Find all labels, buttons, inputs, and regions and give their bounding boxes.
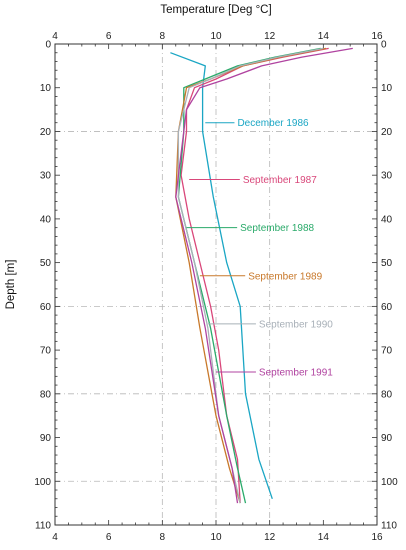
x-tick-label-top: 10 — [210, 31, 222, 42]
y-tick-label-right: 100 — [381, 477, 398, 488]
y-axis-title: Depth [m] — [5, 260, 17, 310]
x-tick-label-top: 4 — [52, 31, 58, 42]
y-tick-label-right: 110 — [381, 521, 397, 532]
x-tick-label-bottom: 8 — [160, 532, 166, 543]
series-line-1 — [180, 47, 329, 504]
y-tick-label-left: 30 — [40, 171, 52, 182]
x-tick-label-bottom: 6 — [106, 532, 112, 543]
y-tick-label-right: 20 — [381, 127, 393, 138]
series-label: September 1991 — [259, 367, 333, 378]
x-tick-label-bottom: 4 — [52, 532, 58, 543]
x-tick-label-bottom: 12 — [264, 532, 276, 543]
y-tick-label-right: 90 — [381, 433, 393, 444]
y-tick-label-left: 60 — [40, 302, 52, 313]
y-tick-label-left: 40 — [40, 214, 52, 225]
x-tick-label-top: 14 — [318, 31, 330, 42]
y-tick-label-left: 100 — [34, 477, 51, 488]
series-label: September 1987 — [243, 175, 317, 186]
y-tick-label-right: 10 — [381, 83, 393, 94]
y-tick-label-right: 0 — [381, 40, 387, 51]
y-tick-label-right: 30 — [381, 171, 393, 182]
x-tick-label-top: 16 — [371, 31, 383, 42]
y-tick-label-right: 40 — [381, 214, 393, 225]
x-tick-label-top: 8 — [160, 31, 166, 42]
series-label: September 1989 — [248, 271, 322, 282]
x-tick-label-bottom: 10 — [210, 532, 222, 543]
y-tick-label-left: 50 — [40, 258, 52, 269]
y-tick-label-left: 90 — [40, 433, 52, 444]
x-axis-title: Temperature [Deg °C] — [160, 4, 271, 16]
y-tick-label-right: 80 — [381, 389, 393, 400]
x-tick-label-top: 6 — [106, 31, 112, 42]
y-tick-label-right: 60 — [381, 302, 393, 313]
y-tick-label-left: 110 — [35, 521, 51, 532]
y-tick-label-left: 10 — [40, 83, 52, 94]
y-tick-label-left: 0 — [45, 40, 51, 51]
series-line-0 — [170, 52, 273, 500]
y-tick-label-left: 80 — [40, 389, 52, 400]
y-tick-label-left: 70 — [40, 346, 52, 357]
y-tick-label-right: 70 — [381, 346, 393, 357]
series-label: September 1990 — [259, 319, 333, 330]
x-tick-label-top: 12 — [264, 31, 276, 42]
series-line-5 — [175, 47, 353, 504]
series-label: September 1988 — [240, 223, 314, 234]
x-tick-label-bottom: 14 — [318, 532, 330, 543]
x-tick-label-bottom: 16 — [371, 532, 383, 543]
y-tick-label-right: 50 — [381, 258, 393, 269]
series-label: December 1986 — [237, 118, 309, 129]
y-tick-label-left: 20 — [40, 127, 52, 138]
